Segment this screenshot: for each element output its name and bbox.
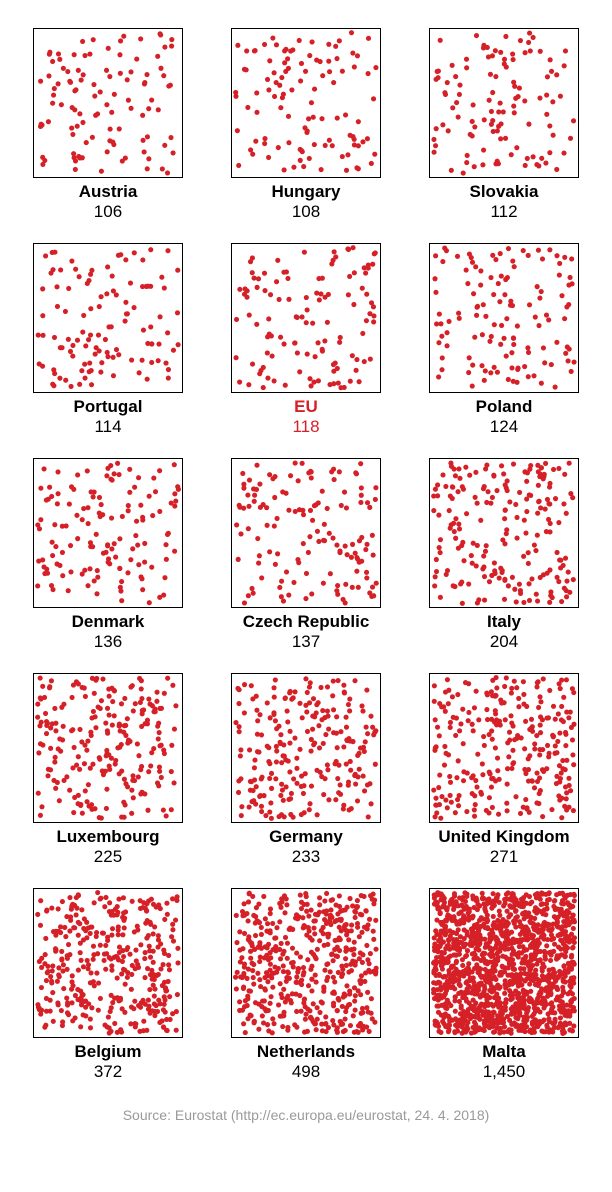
- dot-box: [231, 28, 381, 178]
- panel: Czech Republic137: [226, 458, 386, 651]
- panel-name: Malta: [482, 1042, 525, 1062]
- dot-box: [33, 243, 183, 393]
- panel-value: 136: [72, 632, 145, 652]
- dot-plot: [232, 29, 380, 177]
- panel-name: Poland: [476, 397, 533, 417]
- panel-name: Belgium: [74, 1042, 141, 1062]
- panel-value: 204: [487, 632, 521, 652]
- source-caption: Source: Eurostat (http://ec.europa.eu/eu…: [28, 1107, 584, 1123]
- panel-label: Malta1,450: [482, 1042, 525, 1081]
- panel-label: Hungary108: [272, 182, 341, 221]
- dot-box: [33, 888, 183, 1038]
- panel-name: Netherlands: [257, 1042, 355, 1062]
- panel: Malta1,450: [424, 888, 584, 1081]
- page: Austria106Hungary108Slovakia112Portugal1…: [0, 0, 612, 1192]
- panel: Hungary108: [226, 28, 386, 221]
- panel-value: 112: [470, 202, 539, 222]
- dot-plot: [430, 29, 578, 177]
- panel: Italy204: [424, 458, 584, 651]
- panel-value: 372: [74, 1062, 141, 1082]
- panel-value: 118: [292, 417, 319, 437]
- dot-box: [33, 28, 183, 178]
- dot-plot: [232, 674, 380, 822]
- dot-box: [33, 458, 183, 608]
- dot-box: [231, 888, 381, 1038]
- panel: Portugal114: [28, 243, 188, 436]
- panel-label: Czech Republic137: [243, 612, 370, 651]
- dot-plot: [430, 674, 578, 822]
- dot-plot: [232, 889, 380, 1037]
- panel-name: Portugal: [74, 397, 143, 417]
- panel-value: 271: [438, 847, 569, 867]
- dot-plot: [232, 244, 380, 392]
- panel-label: Poland124: [476, 397, 533, 436]
- panel-name: Germany: [269, 827, 343, 847]
- dot-box: [231, 243, 381, 393]
- panel: Slovakia112: [424, 28, 584, 221]
- panel-name: Italy: [487, 612, 521, 632]
- panel-name: Luxembourg: [57, 827, 160, 847]
- dot-box: [231, 673, 381, 823]
- dot-plot: [232, 459, 380, 607]
- panel-label: Germany233: [269, 827, 343, 866]
- dot-plot: [430, 459, 578, 607]
- dot-plot: [430, 244, 578, 392]
- panel-label: United Kingdom271: [438, 827, 569, 866]
- panel-value: 114: [74, 417, 143, 437]
- dot-plot: [34, 459, 182, 607]
- dot-plot: [34, 674, 182, 822]
- panel-label: EU118: [292, 397, 319, 436]
- small-multiples-grid: Austria106Hungary108Slovakia112Portugal1…: [28, 28, 584, 1081]
- panel-label: Portugal114: [74, 397, 143, 436]
- panel-value: 137: [243, 632, 370, 652]
- panel-label: Slovakia112: [470, 182, 539, 221]
- panel: Belgium372: [28, 888, 188, 1081]
- panel-value: 106: [79, 202, 138, 222]
- panel-value: 124: [476, 417, 533, 437]
- dot-plot: [34, 29, 182, 177]
- panel-name: Denmark: [72, 612, 145, 632]
- panel-label: Belgium372: [74, 1042, 141, 1081]
- panel: Denmark136: [28, 458, 188, 651]
- dot-plot: [34, 244, 182, 392]
- panel-value: 225: [57, 847, 160, 867]
- panel-name: Hungary: [272, 182, 341, 202]
- dot-box: [429, 458, 579, 608]
- panel-name: United Kingdom: [438, 827, 569, 847]
- dot-box: [429, 243, 579, 393]
- panel: Netherlands498: [226, 888, 386, 1081]
- panel: Luxembourg225: [28, 673, 188, 866]
- dot-box: [429, 888, 579, 1038]
- dot-box: [429, 28, 579, 178]
- panel-label: Luxembourg225: [57, 827, 160, 866]
- panel: Germany233: [226, 673, 386, 866]
- panel-value: 233: [269, 847, 343, 867]
- dot-plot: [430, 889, 578, 1037]
- panel: EU118: [226, 243, 386, 436]
- panel-name: Slovakia: [470, 182, 539, 202]
- dot-plot: [34, 889, 182, 1037]
- panel-value: 498: [257, 1062, 355, 1082]
- panel-name: Czech Republic: [243, 612, 370, 632]
- panel-name: Austria: [79, 182, 138, 202]
- panel-label: Austria106: [79, 182, 138, 221]
- panel-label: Italy204: [487, 612, 521, 651]
- dot-box: [33, 673, 183, 823]
- panel: United Kingdom271: [424, 673, 584, 866]
- dot-box: [429, 673, 579, 823]
- panel: Austria106: [28, 28, 188, 221]
- panel-value: 108: [272, 202, 341, 222]
- panel-value: 1,450: [482, 1062, 525, 1082]
- dot-box: [231, 458, 381, 608]
- panel-name: EU: [292, 397, 319, 417]
- panel: Poland124: [424, 243, 584, 436]
- panel-label: Denmark136: [72, 612, 145, 651]
- panel-label: Netherlands498: [257, 1042, 355, 1081]
